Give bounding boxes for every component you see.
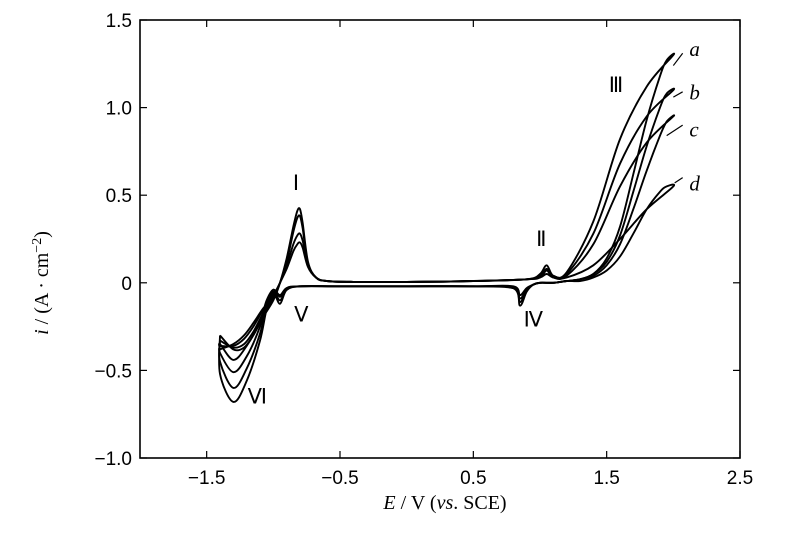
series-line-c <box>218 114 676 374</box>
curve-label: b <box>689 81 700 105</box>
x-axis-title: E / V (vs. SCE) <box>382 492 506 514</box>
series-line-a <box>218 52 676 403</box>
peak-label: Ⅳ <box>524 308 544 332</box>
peak-label: Ⅵ <box>248 385 267 409</box>
y-tick-label: 0 <box>121 274 132 295</box>
y-axis-title: i / (A · cm−2) <box>30 231 54 335</box>
curve-label-leader <box>673 91 683 98</box>
series-layer <box>218 52 676 403</box>
x-axis-ref-rest: . SCE) <box>453 492 506 514</box>
y-axis-close: ) <box>31 231 53 238</box>
curve-label: c <box>689 117 699 141</box>
curve-label: a <box>689 37 700 61</box>
x-axis-unit: / V ( <box>396 492 437 514</box>
x-axis-ref: vs <box>437 492 454 514</box>
y-axis-var: i <box>31 329 53 335</box>
curve-label-leader <box>672 52 684 66</box>
peak-label: Ⅱ <box>536 227 546 251</box>
y-axis-sup: −2 <box>30 238 45 253</box>
x-tick-label: 2.5 <box>727 468 753 489</box>
y-tick-label: 1.0 <box>106 99 132 120</box>
x-tick-label: 0.5 <box>460 468 486 489</box>
y-tick-label: −1.0 <box>94 449 132 470</box>
series-line-b <box>218 87 676 389</box>
y-axis-unit: / (A · cm <box>31 252 53 329</box>
x-axis-var: E <box>382 492 395 514</box>
plot-frame <box>139 19 741 459</box>
x-tick-label: −0.5 <box>321 468 359 489</box>
peak-label: Ⅲ <box>609 73 623 97</box>
peak-label: Ⅰ <box>293 171 299 195</box>
curve-label-leader <box>666 124 683 137</box>
series-line-d <box>218 183 676 361</box>
curve-label-leader <box>674 177 683 184</box>
axes-layer: −1.5 −0.5 0.5 1.5 2.5 −1.0 −0.5 0 0.5 1.0 1.5 <box>94 11 753 489</box>
x-tick-label: −1.5 <box>188 468 226 489</box>
peak-label: Ⅴ <box>294 302 309 326</box>
y-tick-label: −0.5 <box>94 361 132 382</box>
x-tick-label: 1.5 <box>593 468 619 489</box>
y-tick-label: 1.5 <box>106 11 132 32</box>
y-tick-label: 0.5 <box>106 186 132 207</box>
curve-label: d <box>689 172 700 196</box>
